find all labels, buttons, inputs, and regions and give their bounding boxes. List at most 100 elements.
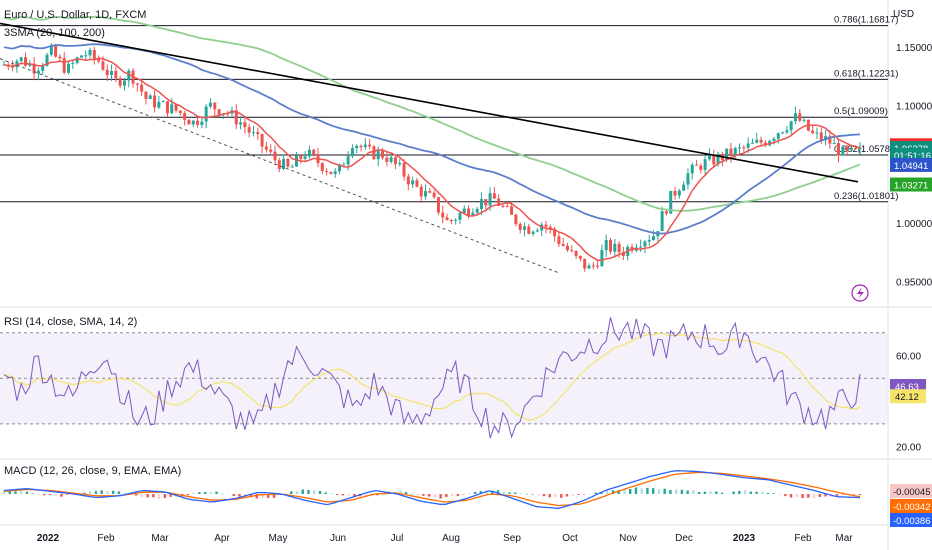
- macd-histogram-bar: [606, 490, 609, 494]
- macd-histogram-bar: [651, 488, 655, 494]
- macd-histogram-bar: [594, 492, 597, 494]
- candle-body: [505, 205, 509, 207]
- macd-histogram-bar: [336, 494, 339, 496]
- candle-body: [574, 250, 578, 256]
- macd-histogram-bar: [2, 491, 6, 494]
- candles: [2, 43, 862, 272]
- macd-histogram-bar: [491, 490, 494, 494]
- macd-histogram-bar: [290, 491, 293, 494]
- candle-body: [445, 217, 449, 221]
- time-tick-label: Feb: [97, 533, 115, 544]
- candle-body: [772, 138, 776, 141]
- macd-histogram-bar: [761, 491, 764, 494]
- candle-body: [174, 104, 178, 111]
- candle-body: [639, 246, 643, 248]
- price-tick-label: 0.95000: [896, 278, 932, 289]
- macd-histogram-bar: [548, 494, 551, 498]
- macd-histogram-bar: [20, 490, 23, 494]
- candle-body: [329, 171, 333, 174]
- candle-body: [217, 109, 221, 115]
- ma-indicator-label[interactable]: 3SMA (20, 100, 200): [4, 27, 105, 39]
- candle-body: [165, 101, 169, 114]
- candle-body: [290, 166, 294, 168]
- candle-body: [544, 224, 548, 227]
- candle-body: [355, 145, 359, 149]
- candle-body: [600, 250, 604, 267]
- candle-body: [583, 258, 587, 269]
- macd-histogram-bar: [163, 494, 167, 498]
- macd-histogram-bar: [65, 494, 69, 495]
- candle-body: [196, 120, 200, 125]
- macd-histogram-bar: [255, 494, 258, 499]
- candle-body: [264, 146, 268, 150]
- candle-body: [161, 101, 165, 103]
- rsi-line: [3, 317, 861, 439]
- macd-histogram-bar: [732, 491, 735, 494]
- candle-body: [428, 191, 432, 193]
- macd-histogram-bar: [232, 494, 235, 496]
- candle-body: [295, 155, 299, 167]
- macd-histogram-bar: [583, 494, 586, 495]
- candle-body: [587, 265, 591, 269]
- candle-body: [312, 149, 316, 155]
- macd-histogram-bar: [94, 491, 98, 494]
- candle-body: [462, 208, 466, 213]
- candle-body: [372, 146, 376, 160]
- macd-value-tag: [890, 513, 932, 527]
- candle-body: [273, 151, 277, 161]
- macd-histogram-bar: [353, 494, 356, 497]
- macd-histogram-bar: [238, 494, 241, 497]
- macd-histogram-bar: [812, 494, 816, 499]
- candle-body: [725, 148, 729, 161]
- candle-body: [406, 176, 410, 185]
- candle-body: [484, 199, 488, 206]
- macd-histogram-bar: [267, 494, 270, 498]
- candle-body: [746, 143, 750, 148]
- candle-body: [424, 191, 428, 197]
- fib-level-label: 0.618(1.12231): [834, 68, 898, 79]
- macd-histogram-bar: [692, 490, 695, 494]
- macd-histogram-bar: [629, 489, 632, 494]
- candle-body: [92, 49, 96, 59]
- candle-body: [398, 163, 402, 165]
- macd-histogram-bar: [634, 487, 638, 494]
- candle-body: [24, 57, 28, 66]
- candle-body: [591, 265, 595, 267]
- candle-body: [510, 206, 514, 215]
- candle-body: [338, 164, 342, 172]
- candle-body: [325, 171, 329, 173]
- candle-body: [776, 133, 780, 139]
- candle-body: [819, 132, 823, 141]
- candle-body: [686, 173, 690, 185]
- candle-body: [561, 244, 565, 246]
- macd-histogram-bar: [749, 491, 753, 494]
- time-tick-label: Sep: [503, 533, 521, 544]
- macd-histogram-bar: [37, 494, 40, 495]
- candle-body: [535, 230, 539, 232]
- macd-histogram-bar: [25, 491, 29, 494]
- macd-histogram-bar: [537, 494, 540, 496]
- macd-histogram-bar: [462, 494, 465, 495]
- candle-body: [488, 193, 492, 206]
- macd-histogram-bar: [697, 491, 701, 494]
- candle-body: [105, 69, 109, 76]
- macd-value-tag: [890, 499, 932, 513]
- candle-body: [114, 70, 118, 79]
- candle-body: [419, 186, 423, 197]
- macd-histogram-bar: [54, 494, 57, 496]
- macd-histogram-bar: [123, 492, 126, 494]
- macd-label[interactable]: MACD (12, 26, close, 9, EMA, EMA): [4, 465, 182, 477]
- candle-body: [811, 130, 815, 134]
- candle-body: [286, 158, 290, 167]
- rsi-label[interactable]: RSI (14, close, SMA, 14, 2): [4, 316, 138, 328]
- candle-body: [11, 66, 15, 68]
- macd-histogram-bar: [784, 494, 787, 497]
- macd-line: [3, 470, 861, 509]
- macd-histogram-bar: [720, 492, 724, 494]
- macd-histogram-bar: [703, 491, 707, 494]
- candle-body: [368, 144, 372, 147]
- candle-body: [759, 139, 763, 143]
- macd-histogram-bar: [146, 494, 149, 498]
- candle-body: [522, 226, 526, 230]
